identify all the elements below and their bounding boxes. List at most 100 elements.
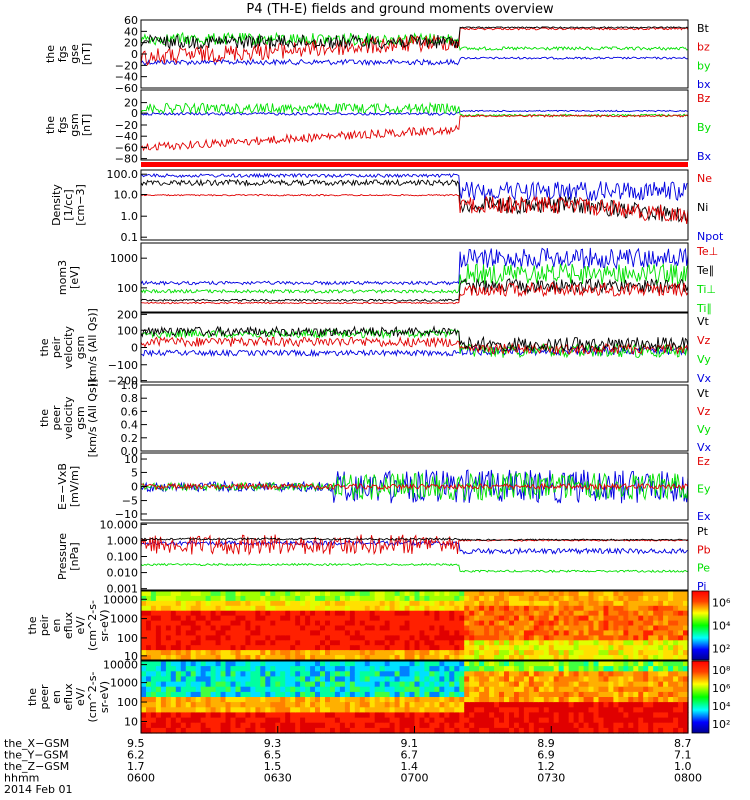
spectrogram-cell <box>678 707 684 713</box>
spectrogram-cell <box>170 610 177 617</box>
spectrogram-cell <box>643 717 649 724</box>
spectrogram-cell <box>533 666 540 672</box>
spectrogram-cell <box>359 591 366 597</box>
spectrogram-cell <box>354 666 361 672</box>
spectrogram-cell <box>389 717 396 724</box>
spectrogram-cell <box>528 712 535 719</box>
spectrogram-cell <box>668 661 674 667</box>
spectrogram-cell <box>419 686 426 693</box>
spectrogram-cell <box>374 676 381 683</box>
spectrogram-cell <box>518 671 525 677</box>
spectrogram-cell <box>494 722 500 729</box>
spectrogram-cell <box>146 595 152 602</box>
spectrogram-cell <box>414 702 421 708</box>
legend-entry: Vz <box>697 334 711 347</box>
spectrogram-cell <box>518 645 525 651</box>
y-axis-label: the <box>38 409 51 427</box>
spectrogram-cell <box>459 686 465 693</box>
spectrogram-cell <box>538 707 545 713</box>
spectrogram-cell <box>210 655 217 661</box>
spectrogram-cell <box>683 655 689 661</box>
spectrogram-cell <box>389 600 396 607</box>
spectrogram-cell <box>374 645 381 651</box>
spectrogram-cell <box>494 727 500 734</box>
spectrogram-cell <box>484 681 490 688</box>
spectrogram-cell <box>320 712 326 719</box>
y-tick-label: −100 <box>108 359 138 372</box>
spectrogram-cell <box>424 591 430 597</box>
spectrogram-cell <box>190 610 197 617</box>
spectrogram-cell <box>349 676 356 683</box>
spectrogram-cell <box>320 645 326 651</box>
spectrogram-cell <box>285 591 291 597</box>
spectrogram-cell <box>449 691 455 698</box>
spectrogram-cell <box>160 661 167 667</box>
spectrogram-cell <box>339 727 346 734</box>
spectrogram-cell <box>384 591 391 597</box>
spectrogram-cell <box>235 650 242 656</box>
spectrogram-cell <box>265 635 271 641</box>
spectrogram-cell <box>638 691 644 698</box>
spectrogram-cell <box>344 727 351 734</box>
spectrogram-cell <box>434 691 440 698</box>
spectrogram-cell <box>354 605 361 612</box>
spectrogram-cell <box>464 671 470 677</box>
spectrogram-cell <box>553 691 560 698</box>
spectrogram-cell <box>235 615 242 622</box>
spectrogram-cell <box>379 691 386 698</box>
y-axis-label: gse <box>68 44 81 64</box>
spectrogram-cell <box>533 655 540 661</box>
spectrogram-cell <box>165 712 172 719</box>
spectrogram-cell <box>434 650 440 656</box>
spectrogram-cell <box>683 610 689 617</box>
y-tick-label: 1.0 <box>121 210 139 223</box>
spectrogram-cell <box>146 676 152 683</box>
spectrogram-cell <box>618 712 624 719</box>
spectrogram-cell <box>429 681 435 688</box>
spectrogram-cell <box>205 702 212 708</box>
spectrogram-cell <box>638 610 644 617</box>
y-tick-label: 10.0 <box>114 189 139 202</box>
spectrogram-cell <box>523 591 530 597</box>
spectrogram-cell <box>608 610 614 617</box>
x-tick-label-y: 6.5 <box>264 749 282 762</box>
spectrogram-cell <box>225 671 232 677</box>
spectrogram-cell <box>543 676 550 683</box>
spectrogram-cell <box>165 640 172 646</box>
spectrogram-cell <box>359 707 366 713</box>
spectrogram-cell <box>369 691 376 698</box>
spectrogram-cell <box>658 722 664 729</box>
spectrogram-cell <box>553 600 560 607</box>
spectrogram-cell <box>663 707 669 713</box>
spectrogram-cell <box>648 707 654 713</box>
spectrogram-cell <box>444 681 450 688</box>
spectrogram-cell <box>533 717 540 724</box>
spectrogram-cell <box>325 650 331 656</box>
spectrogram-cell <box>543 707 550 713</box>
spectrogram-cell <box>623 712 629 719</box>
spectrogram-cell <box>464 591 470 597</box>
spectrogram-cell <box>469 661 475 667</box>
spectrogram-cell <box>628 620 634 627</box>
spectrogram-cell <box>160 625 167 631</box>
spectrogram-cell <box>265 630 271 636</box>
y-tick-label: 100 <box>117 696 138 709</box>
spectrogram-cell <box>146 727 152 734</box>
y-axis-label: en <box>50 619 63 633</box>
spectrogram-cell <box>330 727 336 734</box>
spectrogram-cell <box>205 605 212 612</box>
spectrogram-cell <box>409 702 416 708</box>
spectrogram-cell <box>603 615 610 622</box>
spectrogram-cell <box>369 645 376 651</box>
spectrogram-cell <box>200 640 207 646</box>
spectrogram-cell <box>374 686 381 693</box>
spectrogram-cell <box>155 727 162 734</box>
spectrogram-cell <box>504 707 510 713</box>
spectrogram-cell <box>215 600 222 607</box>
spectrogram-cell <box>374 712 381 719</box>
spectrogram-cell <box>190 640 197 646</box>
spectrogram-cell <box>240 712 247 719</box>
spectrogram-cell <box>330 702 336 708</box>
spectrogram-cell <box>588 635 595 641</box>
spectrogram-cell <box>339 615 346 622</box>
